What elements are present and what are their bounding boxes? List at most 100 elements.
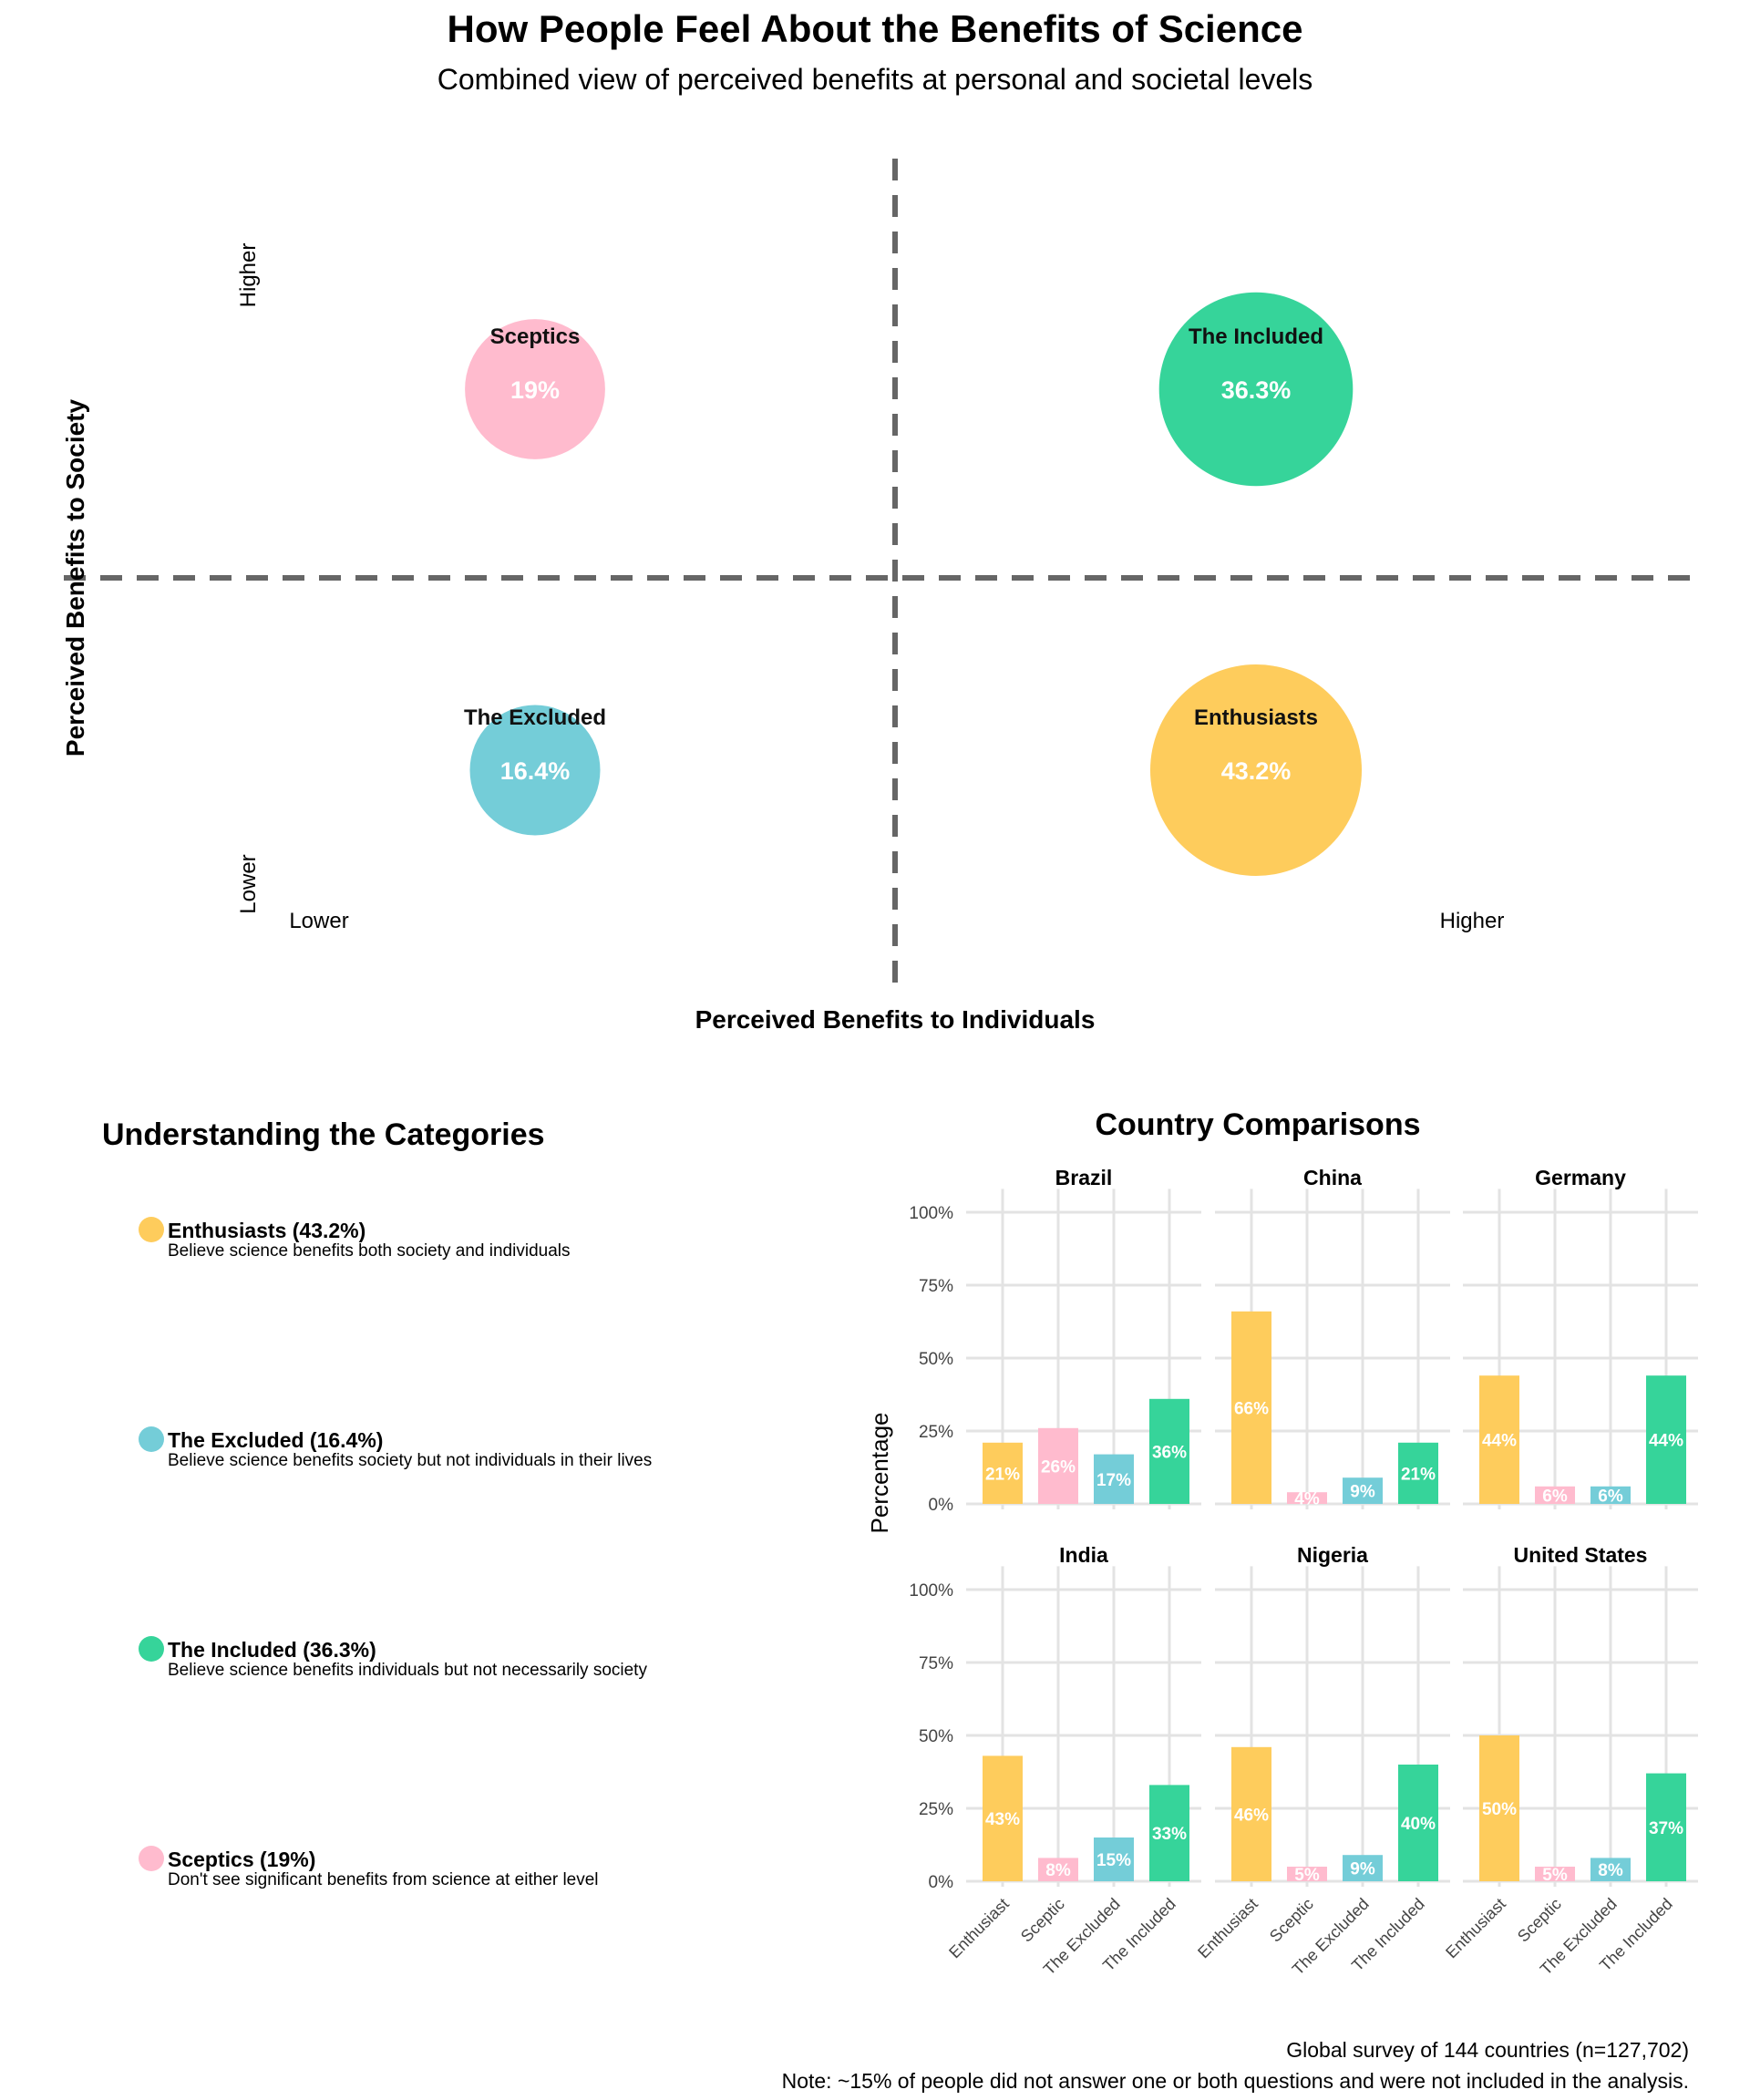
bubble-the-included	[1158, 292, 1354, 487]
bar-germany-the-excluded	[1590, 1486, 1631, 1504]
legend-dot-the-excluded	[139, 1426, 164, 1452]
bar-nigeria-the-excluded	[1343, 1855, 1383, 1881]
bar-value-label: 9%	[1350, 1483, 1375, 1502]
bar-china-enthusiast	[1231, 1311, 1271, 1504]
legend-desc-sceptics: Don't see significant benefits from scie…	[168, 1870, 599, 1889]
panel-title: Nigeria	[1297, 1543, 1368, 1567]
legend-dot-the-included	[139, 1636, 164, 1662]
bubble-the-excluded	[469, 705, 601, 836]
bar-value-label: 5%	[1542, 1866, 1568, 1885]
bar-value-label: 36%	[1152, 1443, 1187, 1462]
y-tick-label: 0%	[929, 1873, 954, 1892]
legend-title-sceptics: Sceptics (19%)	[168, 1848, 315, 1871]
bar-value-label: 46%	[1234, 1806, 1269, 1825]
panel-china: China 66% 4% 9% 21%	[1215, 1166, 1450, 1509]
panel-united-states: United States 50% 5% 8% 37% Enthusiast Sceptic…	[1442, 1543, 1698, 1979]
legend-title-the-excluded: The Excluded (16.4%)	[168, 1428, 383, 1452]
bar-value-label: 43%	[985, 1810, 1020, 1829]
bar-china-sceptic	[1287, 1492, 1327, 1504]
x-tick-label: Enthusiast	[945, 1895, 1013, 1962]
y-tick-label: 75%	[919, 1654, 953, 1673]
bar-value-label: 6%	[1542, 1487, 1568, 1506]
legend-dot-sceptics	[139, 1846, 164, 1871]
bar-united-states-the-included	[1646, 1773, 1686, 1881]
bubble-layer: Sceptics 19% The Included 36.3% The Excluded…	[464, 292, 1362, 876]
panel-title: India	[1059, 1543, 1108, 1567]
quadrant-chart: Sceptics 19% The Included 36.3% The Excluded…	[61, 159, 1692, 1034]
bubble-percent-sceptics: 19%	[510, 376, 560, 404]
legend-dot-enthusiasts	[139, 1217, 164, 1242]
bubble-name-sceptics: Sceptics	[490, 324, 581, 349]
bar-value-label: 44%	[1482, 1432, 1517, 1451]
bar-united-states-the-excluded	[1590, 1858, 1631, 1881]
panel-title: United States	[1514, 1543, 1648, 1567]
bar-brazil-sceptic	[1038, 1427, 1078, 1504]
bar-brazil-the-included	[1149, 1398, 1189, 1504]
bar-china-the-included	[1398, 1442, 1438, 1504]
bar-india-the-included	[1149, 1785, 1189, 1881]
bar-united-states-sceptic	[1535, 1867, 1575, 1881]
panel-title: Germany	[1535, 1166, 1626, 1189]
legend-title-enthusiasts: Enthusiasts (43.2%)	[168, 1219, 365, 1242]
bar-value-label: 33%	[1152, 1825, 1187, 1844]
legend-desc-the-included: Believe science benefits individuals but…	[168, 1661, 647, 1680]
bubble-name-the-excluded: The Excluded	[464, 705, 606, 730]
legend-desc-enthusiasts: Believe science benefits both society an…	[168, 1241, 571, 1261]
bar-value-label: 26%	[1041, 1457, 1076, 1477]
bubble-sceptics	[465, 319, 605, 459]
panel-germany: Germany 44% 6% 6% 44%	[1463, 1166, 1698, 1509]
bubble-percent-the-excluded: 16.4%	[500, 757, 571, 785]
y-high-label: Higher	[236, 243, 261, 308]
panel-india: India 0% 25% 50% 75% 100% 43% 8% 15% 33% Enthusias…	[909, 1543, 1201, 1979]
bar-value-label: 50%	[1482, 1800, 1517, 1819]
legend-desc-the-excluded: Believe science benefits society but not…	[168, 1451, 652, 1470]
y-tick-label: 100%	[909, 1204, 953, 1223]
bar-germany-the-included	[1646, 1375, 1686, 1504]
y-tick-label: 50%	[919, 1727, 953, 1746]
x-high-label: Higher	[1440, 909, 1505, 933]
bar-value-label: 66%	[1234, 1399, 1269, 1418]
bar-value-label: 8%	[1045, 1861, 1071, 1880]
x-low-label: Lower	[289, 909, 348, 933]
bar-germany-sceptic	[1535, 1486, 1575, 1504]
bar-germany-enthusiast	[1479, 1375, 1519, 1504]
bar-united-states-enthusiast	[1479, 1735, 1519, 1881]
bar-value-label: 37%	[1649, 1819, 1683, 1838]
bar-value-label: 9%	[1350, 1860, 1375, 1879]
bubble-name-the-included: The Included	[1189, 324, 1323, 349]
bar-value-label: 40%	[1401, 1815, 1436, 1834]
bar-india-the-excluded	[1094, 1838, 1134, 1881]
bar-brazil-the-excluded	[1094, 1454, 1134, 1504]
y-axis-title: Perceived Benefits to Society	[61, 399, 89, 757]
bar-nigeria-sceptic	[1287, 1867, 1327, 1881]
bubble-name-enthusiasts: Enthusiasts	[1194, 705, 1318, 730]
page-subtitle: Combined view of perceived benefits at p…	[438, 63, 1313, 96]
bar-value-label: 44%	[1649, 1432, 1683, 1451]
bar-brazil-enthusiast	[983, 1442, 1023, 1504]
bar-value-label: 21%	[985, 1465, 1020, 1484]
bar-nigeria-enthusiast	[1231, 1746, 1271, 1881]
panel-title: China	[1303, 1166, 1362, 1189]
x-tick-label: Sceptic	[1266, 1895, 1317, 1946]
bar-value-label: 8%	[1598, 1861, 1623, 1880]
x-tick-label: Enthusiast	[1442, 1895, 1509, 1962]
country-panels: Brazil 0% 25% 50% 75% 100% 21% 26% 17% 36% China 66…	[909, 1166, 1698, 1979]
footnote: Note: ~15% of people did not answer one …	[782, 2069, 1689, 2093]
legend-title-the-included: The Included (36.3%)	[168, 1638, 376, 1662]
x-tick-label: Sceptic	[1017, 1895, 1068, 1946]
y-tick-label: 75%	[919, 1277, 953, 1296]
legend-title: Understanding the Categories	[102, 1117, 545, 1152]
x-axis-title: Perceived Benefits to Individuals	[695, 1005, 1096, 1034]
page-title: How People Feel About the Benefits of Sc…	[448, 7, 1303, 50]
bar-value-label: 4%	[1294, 1490, 1320, 1509]
y-tick-label: 25%	[919, 1800, 953, 1819]
bar-india-sceptic	[1038, 1858, 1078, 1881]
categories-legend: Understanding the Categories Enthusiasts…	[102, 1117, 652, 1889]
bar-value-label: 21%	[1401, 1465, 1436, 1484]
bubble-percent-the-included: 36.3%	[1221, 376, 1292, 404]
bubble-percent-enthusiasts: 43.2%	[1221, 757, 1292, 785]
survey-caption: Global survey of 144 countries (n=127,70…	[1286, 2038, 1689, 2062]
country-comparisons: Country Comparisons Percentage Brazil 0% 2…	[866, 1107, 1698, 1979]
